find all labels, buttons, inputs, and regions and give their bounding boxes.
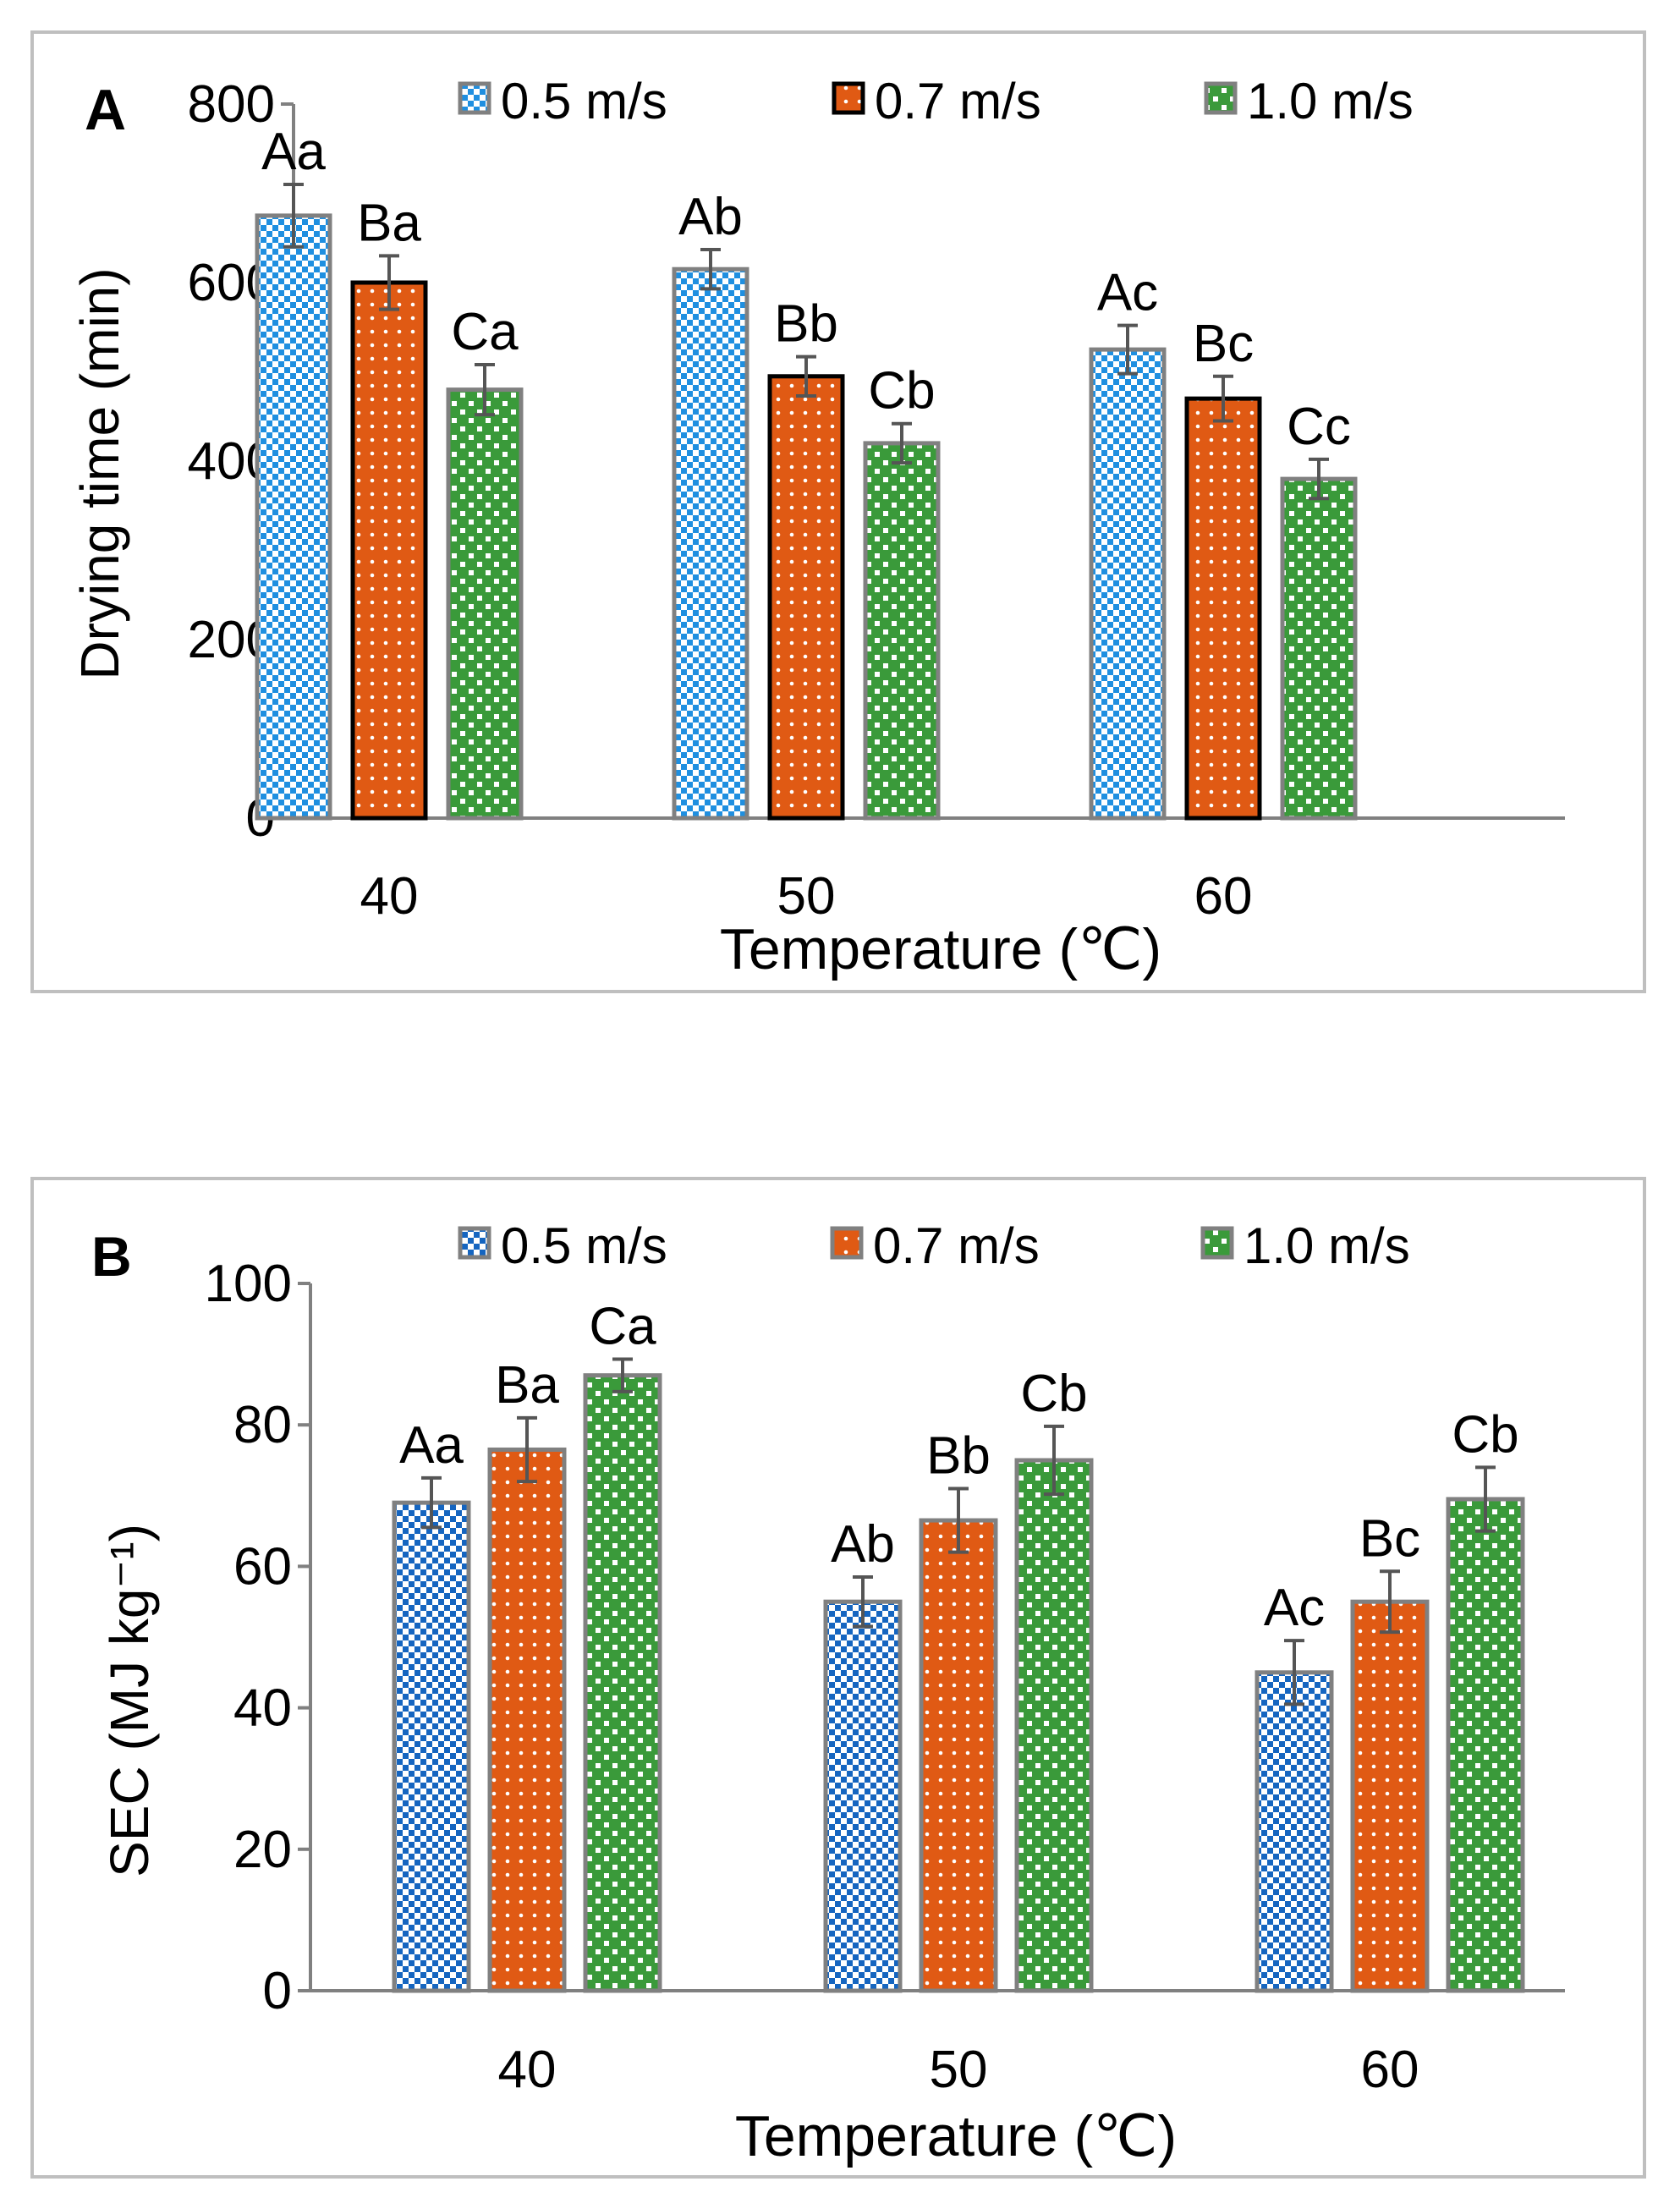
- y-tick-label: 40: [233, 1679, 292, 1738]
- bar-data-label: Cb: [1452, 1405, 1518, 1464]
- panel-b-plot: 0 20 40 60 80 100 40 Aa Ba Ca 50 Ab Bb Cb 60 Ac Bc Cb: [205, 1255, 1565, 2099]
- panel-a-plot: 020040060080040AaBaCa50AbBbCb60AcBcCc: [188, 75, 1565, 926]
- legend-label-0-5: 0.5 m/s: [501, 1217, 667, 1274]
- panel-b-frame: [30, 1177, 1646, 2179]
- x-axis-title: Temperature (℃): [735, 2104, 1177, 2168]
- bar-0-7-40: [487, 1447, 567, 1993]
- y-tick-label: 80: [233, 1396, 292, 1454]
- panel-a-frame: [30, 30, 1646, 993]
- bar-data-label: Cb: [1020, 1365, 1087, 1423]
- legend-swatch-1-0: [1204, 81, 1238, 115]
- x-tick-label: 50: [777, 867, 836, 926]
- bar-data-label: Bc: [1359, 1509, 1420, 1568]
- bar-0-5-50: [823, 1599, 903, 1993]
- legend-swatch-0-7: [832, 81, 865, 115]
- x-tick-label: 40: [498, 2041, 557, 2099]
- y-tick-label: 60: [233, 1537, 292, 1596]
- x-tick-label: 60: [1361, 2041, 1419, 2099]
- y-axis-title: Drying time (min): [69, 267, 130, 679]
- bar-1-0-60: [1280, 476, 1358, 821]
- bar-0-5-60: [1255, 1670, 1334, 1993]
- bar-0-7-50: [767, 374, 845, 821]
- bar-data-label: Cc: [1287, 398, 1351, 456]
- bar-0-7-40: [350, 280, 428, 821]
- legend-swatch-0-5: [458, 81, 491, 115]
- bar-0-7-60: [1184, 396, 1262, 821]
- bar-data-label: Ca: [589, 1297, 656, 1355]
- bar-0-7-60: [1350, 1599, 1430, 1993]
- panel-b-legend: 0.5 m/s 0.7 m/s 1.0 m/s: [458, 1217, 1410, 1274]
- bar-data-label: Ac: [1097, 264, 1158, 322]
- bar-1-0-60: [1446, 1497, 1525, 1993]
- y-tick-label: 20: [233, 1821, 292, 1879]
- bar-data-label: Ca: [451, 303, 519, 361]
- bar-data-label: Bc: [1193, 315, 1254, 373]
- bar-1-0-50: [863, 441, 941, 821]
- bar-data-label: Aa: [399, 1416, 464, 1475]
- panel-a: A 0.5 m/s 0.7 m/s 1.0 m/s Drying time (m…: [30, 30, 1646, 993]
- x-tick-label: 40: [360, 867, 419, 926]
- panel-b-label: B: [91, 1225, 132, 1288]
- x-tick-label: 60: [1194, 867, 1253, 926]
- bar-0-5-40: [255, 213, 332, 821]
- bar-data-label: Ab: [678, 188, 743, 246]
- legend-label-0-7: 0.7 m/s: [875, 73, 1041, 129]
- x-tick-label: 50: [930, 2041, 988, 2099]
- y-tick-label: 100: [205, 1255, 292, 1313]
- y-axis-title: SEC (MJ kg⁻¹): [99, 1524, 160, 1877]
- bar-data-label: Bb: [926, 1426, 991, 1485]
- legend-label-1-0: 1.0 m/s: [1247, 73, 1414, 129]
- bar-1-0-40: [446, 387, 524, 821]
- y-tick-label: 0: [263, 1962, 292, 2020]
- y-tick-label: 800: [188, 75, 275, 134]
- bar-1-0-50: [1014, 1458, 1094, 1993]
- panel-a-legend: 0.5 m/s 0.7 m/s 1.0 m/s: [458, 73, 1414, 129]
- bar-data-label: Ba: [357, 194, 421, 252]
- bar-data-label: Ba: [495, 1356, 559, 1415]
- bar-0-7-50: [919, 1518, 998, 1993]
- bar-data-label: Ab: [831, 1515, 895, 1574]
- legend-swatch-1-0: [1200, 1226, 1234, 1260]
- legend-label-0-5: 0.5 m/s: [501, 73, 667, 129]
- legend-label-0-7: 0.7 m/s: [873, 1217, 1040, 1274]
- bar-data-label: Aa: [261, 123, 326, 181]
- bar-data-label: Ac: [1264, 1579, 1325, 1637]
- legend-label-1-0: 1.0 m/s: [1244, 1217, 1410, 1274]
- legend-swatch-0-7: [830, 1226, 864, 1260]
- panel-b: B 0.5 m/s 0.7 m/s 1.0 m/s SEC (MJ kg⁻¹) …: [30, 1177, 1646, 2179]
- bar-data-label: Cb: [868, 362, 935, 420]
- bar-1-0-40: [583, 1373, 662, 1993]
- x-axis-title: Temperature (℃): [720, 917, 1161, 981]
- bar-0-5-60: [1089, 347, 1167, 821]
- bar-0-5-40: [392, 1500, 471, 1993]
- bar-data-label: Bb: [774, 295, 838, 354]
- legend-swatch-0-5: [458, 1226, 491, 1260]
- bar-0-5-50: [672, 267, 749, 821]
- panel-a-label: A: [85, 78, 126, 142]
